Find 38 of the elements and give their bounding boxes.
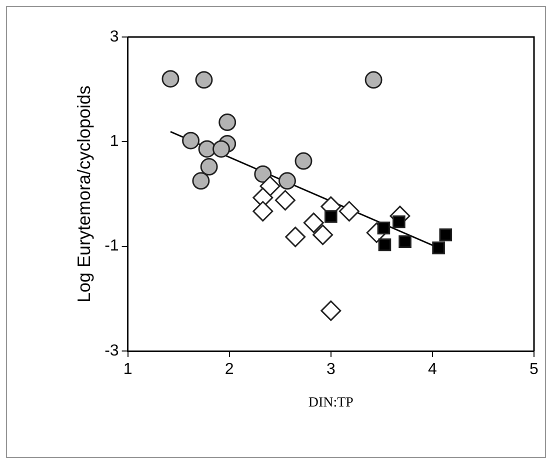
- point: [260, 176, 280, 196]
- point: [294, 152, 312, 170]
- point: [195, 71, 213, 89]
- point: [392, 215, 406, 228]
- point: [378, 238, 392, 252]
- y-tick-label: -1: [104, 238, 119, 255]
- point: [200, 158, 218, 176]
- point: [252, 201, 274, 222]
- point: [377, 222, 390, 234]
- point: [218, 114, 236, 132]
- point: [320, 300, 342, 321]
- x-tick-label: 2: [224, 361, 234, 378]
- point: [162, 70, 180, 88]
- x-tick-label: 4: [428, 361, 438, 378]
- point: [338, 201, 360, 222]
- point: [278, 172, 296, 190]
- point: [192, 172, 210, 190]
- x-axis-title: DIN:TP: [308, 395, 354, 410]
- point: [439, 228, 452, 242]
- point: [303, 212, 324, 234]
- x-tick-label: 1: [123, 361, 132, 378]
- x-tick-label: 3: [326, 361, 336, 378]
- point: [285, 226, 306, 248]
- y-tick-label: 1: [110, 133, 119, 150]
- point: [182, 132, 200, 150]
- y-tick-label: 3: [110, 28, 119, 46]
- y-axis-title: Log Eurytemora/cyclopoids: [74, 85, 94, 303]
- point: [312, 224, 334, 246]
- y-tick-label: -3: [104, 342, 119, 360]
- point: [212, 140, 230, 158]
- point: [274, 190, 296, 211]
- point: [364, 71, 382, 89]
- point: [398, 235, 412, 248]
- point: [198, 140, 216, 158]
- x-tick-label: 5: [530, 361, 539, 378]
- point: [254, 165, 272, 183]
- point: [432, 241, 445, 254]
- point: [324, 210, 338, 223]
